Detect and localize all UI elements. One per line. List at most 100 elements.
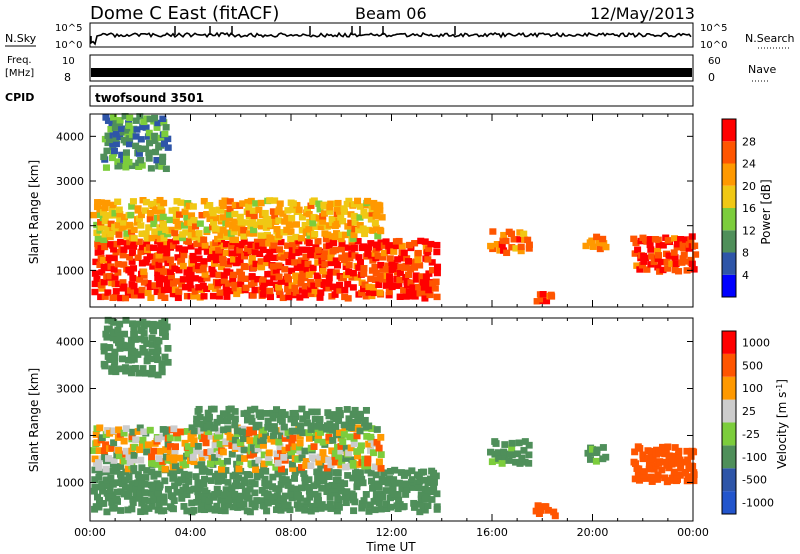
velocity-cell <box>224 417 232 425</box>
velocity-cell <box>192 473 200 480</box>
velocity-cell <box>148 468 156 476</box>
power-cell <box>157 134 165 142</box>
velocity-cell <box>272 506 281 514</box>
power-cell <box>329 283 337 290</box>
power-cell <box>654 247 662 255</box>
velocity-cell <box>488 458 496 466</box>
power-cell <box>158 256 166 263</box>
power-cell <box>195 230 203 237</box>
power-cell <box>127 211 135 219</box>
power-cell <box>276 200 284 207</box>
power-cell <box>425 270 433 277</box>
velocity-cell <box>222 467 230 474</box>
power-cell <box>271 197 279 204</box>
velocity-cell <box>302 462 310 469</box>
power-cell <box>237 219 245 226</box>
velocity-cell <box>421 506 429 514</box>
velocity-cell <box>102 465 110 473</box>
velocity-cell <box>551 512 559 520</box>
power-cell <box>692 251 700 258</box>
power-cell <box>351 219 359 226</box>
velocity-cell <box>274 459 282 467</box>
power-cell <box>411 289 419 296</box>
power-cell <box>260 237 268 245</box>
velocity-cell <box>245 471 253 479</box>
velocity-cell <box>417 491 425 499</box>
velocity-cell <box>148 355 156 363</box>
power-cell <box>254 242 262 250</box>
power-cell <box>157 203 165 210</box>
velocity-cell <box>160 498 168 506</box>
power-cell <box>185 238 193 245</box>
velocity-cell <box>113 336 121 344</box>
colorbar-segment <box>722 491 736 514</box>
power-cell <box>350 244 358 252</box>
x-tick-label: 00:00 <box>74 526 106 539</box>
power-cell <box>327 200 335 207</box>
power-cell <box>636 266 644 273</box>
power-cell <box>384 262 392 269</box>
velocity-cell <box>382 487 390 494</box>
power-cell <box>376 226 384 234</box>
velocity-cell <box>154 470 162 478</box>
power-cell <box>148 234 156 242</box>
velocity-cell <box>95 447 103 455</box>
velocity-cell <box>508 444 516 452</box>
power-cell <box>168 207 176 214</box>
velocity-cell <box>174 434 182 442</box>
power-cell <box>307 279 315 286</box>
power-cell <box>433 248 441 256</box>
velocity-cell <box>277 481 285 488</box>
velocity-cell <box>333 507 341 515</box>
power-cell <box>119 251 127 259</box>
power-cell <box>396 269 404 276</box>
power-cell <box>317 289 325 296</box>
velocity-cell <box>193 447 201 455</box>
power-cell <box>340 205 348 212</box>
power-cell <box>237 275 245 282</box>
velocity-cell <box>365 440 373 448</box>
power-cell <box>166 239 175 246</box>
power-cell <box>425 283 433 291</box>
velocity-cell <box>190 507 198 514</box>
power-cell <box>328 215 336 223</box>
velocity-cell <box>240 476 248 484</box>
power-cell <box>395 237 403 245</box>
velocity-cell <box>100 347 108 355</box>
velocity-cell <box>194 461 202 469</box>
power-cell <box>140 268 148 276</box>
velocity-cell <box>508 451 516 459</box>
power-cell <box>283 226 291 234</box>
power-cell <box>143 235 151 242</box>
power-cell <box>354 197 362 205</box>
colorbar-segment <box>722 141 736 164</box>
velocity-cell <box>645 460 653 468</box>
power-cell <box>588 237 596 244</box>
velocity-cell <box>170 497 178 504</box>
velocity-cell <box>423 492 431 500</box>
power-cell <box>214 243 222 250</box>
power-cell <box>691 242 699 249</box>
velocity-cell <box>104 494 112 502</box>
x-tick-label: 08:00 <box>275 526 307 539</box>
colorbar-segment <box>722 119 736 142</box>
velocity-cell <box>428 496 436 503</box>
velocity-cell <box>305 487 313 495</box>
power-cell <box>247 197 255 205</box>
power-cell <box>122 149 130 156</box>
velocity-cell <box>204 409 212 417</box>
velocity-cell <box>213 485 221 493</box>
power-cell <box>163 249 171 257</box>
power-cell <box>130 226 138 234</box>
velocity-cell <box>151 460 159 467</box>
velocity-cell <box>588 445 596 453</box>
power-cell <box>238 223 246 231</box>
power-cell <box>149 263 157 270</box>
velocity-cell <box>161 328 169 336</box>
velocity-cell <box>402 480 410 488</box>
power-cell <box>375 281 383 289</box>
power-cell <box>358 289 366 297</box>
power-cell <box>237 280 245 288</box>
power-cell <box>416 290 424 297</box>
